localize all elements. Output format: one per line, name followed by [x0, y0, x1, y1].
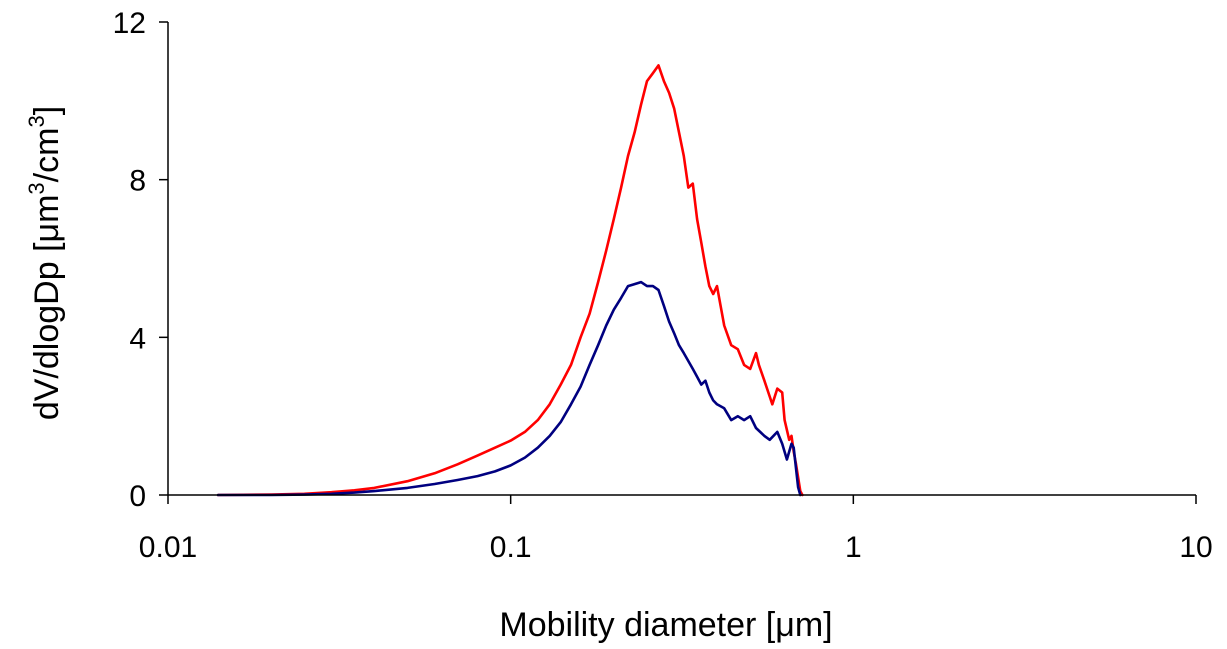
series-line-1 — [216, 280, 802, 497]
x-tick-label: 1 — [845, 531, 862, 564]
series-line-0 — [216, 64, 804, 497]
y-tick-label: 8 — [129, 165, 146, 198]
y-tick-label: 4 — [129, 322, 146, 355]
axes — [167, 22, 1196, 496]
x-axis-title: Mobility diameter [μm] — [499, 606, 832, 644]
y-tick-label: 12 — [113, 7, 146, 40]
x-tick-label: 0.01 — [139, 531, 197, 564]
plot-marks — [216, 64, 804, 497]
y-axis-title: dV/dlogDp [μm3/cm3] — [24, 106, 66, 420]
x-tick-label: 10 — [1179, 531, 1212, 564]
tick-labels: 0.01 0.1 1 10 0 4 8 12 — [113, 7, 1213, 564]
ticks — [159, 21, 1197, 504]
y-tick-label: 0 — [129, 480, 146, 513]
x-tick-label: 0.1 — [490, 531, 532, 564]
